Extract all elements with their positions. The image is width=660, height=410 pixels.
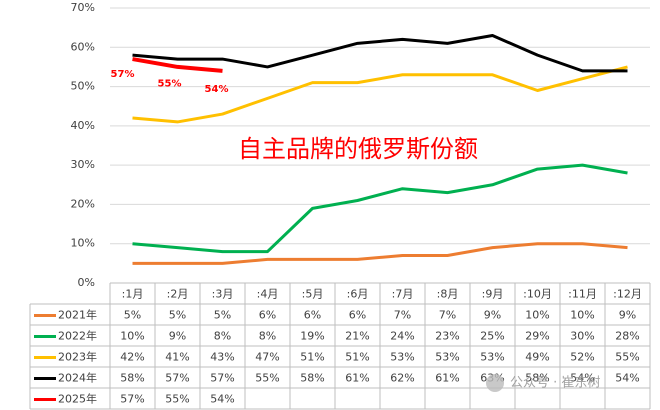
table-value: 58%	[120, 372, 144, 385]
table-value: 29%	[525, 330, 549, 343]
data-label: 57%	[111, 69, 135, 80]
table-value: 7%	[439, 309, 456, 322]
watermark-icon	[486, 374, 504, 392]
table-value: 41%	[165, 351, 189, 364]
legend-label: 2023年	[58, 350, 97, 364]
table-value: 54%	[570, 372, 594, 385]
x-tick-label: :5月	[302, 288, 324, 301]
table-value: 43%	[210, 351, 234, 364]
y-tick-label: 0%	[78, 276, 95, 289]
table-value: 58%	[525, 372, 549, 385]
table-value: 19%	[300, 330, 324, 343]
table-value: 5%	[169, 309, 186, 322]
x-tick-label: :11月	[568, 288, 597, 301]
x-tick-label: :2月	[167, 288, 189, 301]
y-tick-label: 20%	[71, 197, 95, 210]
table-value: 10%	[570, 309, 594, 322]
table-value: 21%	[345, 330, 369, 343]
table-value: 53%	[480, 351, 504, 364]
x-tick-label: :8月	[437, 288, 459, 301]
table-value: 10%	[120, 330, 144, 343]
y-tick-label: 50%	[71, 80, 95, 93]
y-tick-label: 30%	[71, 158, 95, 171]
series-line	[132, 65, 628, 124]
table-value: 6%	[304, 309, 321, 322]
table-value: 9%	[619, 309, 636, 322]
x-tick-label: :6月	[347, 288, 369, 301]
series-line	[132, 163, 628, 254]
table-value: 53%	[435, 351, 459, 364]
table-value: 51%	[300, 351, 324, 364]
table-value: 58%	[300, 372, 324, 385]
table-value: 6%	[259, 309, 276, 322]
x-tick-label: :12月	[613, 288, 642, 301]
table-value: 47%	[255, 351, 279, 364]
table-value: 55%	[255, 372, 279, 385]
x-tick-label: :9月	[482, 288, 504, 301]
series-line	[132, 242, 628, 265]
table-value: 54%	[615, 372, 639, 385]
table-value: 28%	[615, 330, 639, 343]
legend-label: 2022年	[58, 329, 97, 343]
legend-label: 2021年	[58, 308, 97, 322]
table-value: 57%	[210, 372, 234, 385]
table-value: 24%	[390, 330, 414, 343]
table-value: 49%	[525, 351, 549, 364]
series-line	[132, 34, 628, 73]
table-value: 42%	[120, 351, 144, 364]
table-value: 55%	[615, 351, 639, 364]
table-value: 7%	[394, 309, 411, 322]
data-label: 55%	[158, 78, 182, 89]
table-value: 10%	[525, 309, 549, 322]
y-tick-label: 70%	[71, 1, 95, 14]
chart-annotation: 自主品牌的俄罗斯份额	[238, 135, 478, 163]
y-tick-label: 60%	[71, 40, 95, 53]
table-value: 61%	[345, 372, 369, 385]
table-value: 57%	[165, 372, 189, 385]
table-value: 23%	[435, 330, 459, 343]
table-value: 5%	[214, 309, 231, 322]
x-tick-label: :10月	[523, 288, 552, 301]
table-value: 61%	[435, 372, 459, 385]
series-line	[132, 57, 223, 73]
table-value: 54%	[210, 393, 234, 406]
x-tick-label: :1月	[122, 288, 144, 301]
table-value: 57%	[120, 393, 144, 406]
table-value: 62%	[390, 372, 414, 385]
x-tick-label: :4月	[257, 288, 279, 301]
x-tick-label: :3月	[212, 288, 234, 301]
legend-label: 2025年	[58, 392, 97, 406]
watermark: 公众号 · 崔东树	[510, 375, 600, 391]
table-value: 6%	[349, 309, 366, 322]
table-value: 30%	[570, 330, 594, 343]
data-label: 54%	[205, 84, 229, 95]
table-value: 25%	[480, 330, 504, 343]
legend-label: 2024年	[58, 371, 97, 385]
table-value: 9%	[169, 330, 186, 343]
y-tick-label: 40%	[71, 119, 95, 132]
x-tick-label: :7月	[392, 288, 414, 301]
table-value: 9%	[484, 309, 501, 322]
table-value: 55%	[165, 393, 189, 406]
table-value: 53%	[390, 351, 414, 364]
table-value: 5%	[124, 309, 141, 322]
table-value: 51%	[345, 351, 369, 364]
table-value: 8%	[214, 330, 231, 343]
y-tick-label: 10%	[71, 237, 95, 250]
table-value: 52%	[570, 351, 594, 364]
table-value: 8%	[259, 330, 276, 343]
